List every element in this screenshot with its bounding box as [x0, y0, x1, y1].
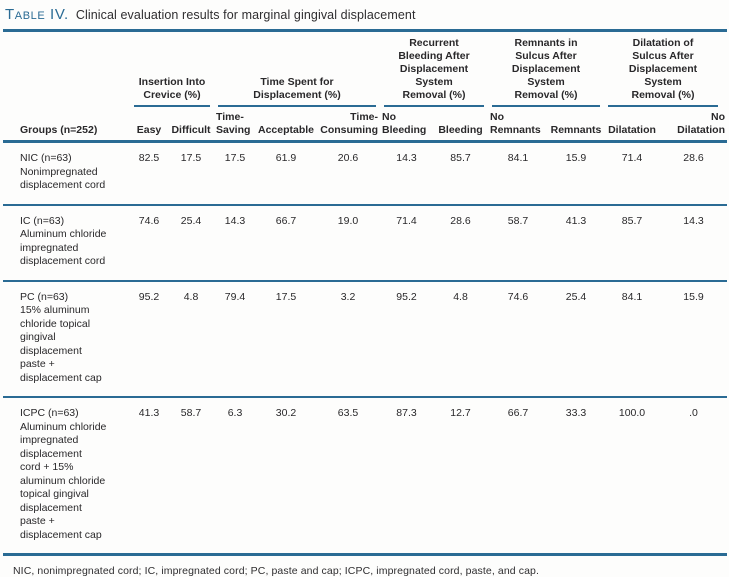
data-cell: 15.9 [660, 280, 727, 398]
data-cell: 85.7 [604, 204, 660, 282]
column-group-dilatation: Dilatation of Sulcus After Displacement … [604, 31, 727, 107]
column-header-difficult: Difficult [168, 107, 214, 143]
data-cell: 82.5 [130, 141, 168, 206]
table-footnote: NIC, nonimpregnated cord; IC, impregnate… [13, 565, 539, 577]
column-header-remnants: Remnants [548, 107, 604, 143]
data-cell: 30.2 [256, 397, 316, 556]
column-header-easy: Easy [130, 107, 168, 143]
column-header-no-bleeding: No Bleeding [380, 107, 433, 143]
data-cell: 87.3 [380, 397, 433, 556]
data-cell: 95.2 [380, 280, 433, 398]
column-group-recurrent-bleeding-label: Recurrent Bleeding After Displacement Sy… [384, 37, 484, 107]
data-cell: 3.2 [316, 280, 380, 398]
table-row-icpc: ICPC (n=63) Aluminum chloride impregnate… [3, 397, 727, 556]
data-cell: 17.5 [168, 141, 214, 206]
data-cell: 19.0 [316, 204, 380, 282]
data-cell: 28.6 [433, 204, 488, 282]
data-cell: 74.6 [488, 280, 548, 398]
group-cell: IC (n=63) Aluminum chloride impregnated … [3, 204, 130, 282]
data-cell: 66.7 [488, 397, 548, 556]
column-group-time-spent-label: Time Spent for Displacement (%) [218, 76, 376, 107]
data-cell: 66.7 [256, 204, 316, 282]
table-number-label: Table IV. [5, 6, 69, 23]
column-group-dilatation-label: Dilatation of Sulcus After Displacement … [608, 37, 718, 107]
column-header-no-dilatation: No Dilatation [660, 107, 727, 143]
table-caption: Clinical evaluation results for marginal… [75, 8, 416, 22]
data-cell: 4.8 [433, 280, 488, 398]
table-title: Table IV. Clinical evaluation results for… [3, 3, 727, 29]
data-cell: 84.1 [488, 141, 548, 206]
clinical-results-table: Groups (n=252) Insertion Into Crevice (%… [3, 29, 727, 556]
column-header-bleeding: Bleeding [433, 107, 488, 143]
data-cell: 25.4 [548, 280, 604, 398]
column-header-dilatation: Dilatation [604, 107, 660, 143]
data-cell: 71.4 [604, 141, 660, 206]
data-cell: 17.5 [256, 280, 316, 398]
data-cell: 28.6 [660, 141, 727, 206]
data-cell: 4.8 [168, 280, 214, 398]
column-group-recurrent-bleeding: Recurrent Bleeding After Displacement Sy… [380, 31, 488, 107]
column-header-acceptable: Acceptable [256, 107, 316, 143]
data-cell: 79.4 [214, 280, 256, 398]
table-row-nic: NIC (n=63) Nonimpregnated displacement c… [3, 141, 727, 206]
column-header-time-saving: Time- Saving [214, 107, 256, 143]
data-cell: 95.2 [130, 280, 168, 398]
data-cell: 15.9 [548, 141, 604, 206]
column-group-remnants: Remnants in Sulcus After Displacement Sy… [488, 31, 604, 107]
data-cell: 63.5 [316, 397, 380, 556]
data-cell: 6.3 [214, 397, 256, 556]
column-group-insertion-label: Insertion Into Crevice (%) [134, 76, 210, 107]
table-row-ic: IC (n=63) Aluminum chloride impregnated … [3, 204, 727, 282]
column-group-remnants-label: Remnants in Sulcus After Displacement Sy… [492, 37, 600, 107]
data-cell: 14.3 [214, 204, 256, 282]
table-row-pc: PC (n=63) 15% aluminum chloride topical … [3, 280, 727, 398]
data-cell: 41.3 [130, 397, 168, 556]
data-cell: 25.4 [168, 204, 214, 282]
data-cell: 12.7 [433, 397, 488, 556]
column-header-time-consuming: Time- Consuming [316, 107, 380, 143]
data-cell: 20.6 [316, 141, 380, 206]
data-cell: 14.3 [380, 141, 433, 206]
data-cell: 85.7 [433, 141, 488, 206]
data-cell: 71.4 [380, 204, 433, 282]
column-group-time-spent: Time Spent for Displacement (%) [214, 31, 380, 107]
data-cell: 61.9 [256, 141, 316, 206]
data-cell: 41.3 [548, 204, 604, 282]
data-cell: 33.3 [548, 397, 604, 556]
column-header-groups: Groups (n=252) [3, 30, 130, 143]
column-group-insertion: Insertion Into Crevice (%) [130, 31, 214, 107]
data-cell: .0 [660, 397, 727, 556]
group-cell: NIC (n=63) Nonimpregnated displacement c… [3, 141, 130, 206]
data-cell: 84.1 [604, 280, 660, 398]
data-cell: 14.3 [660, 204, 727, 282]
data-cell: 74.6 [130, 204, 168, 282]
data-cell: 58.7 [488, 204, 548, 282]
group-cell: ICPC (n=63) Aluminum chloride impregnate… [3, 397, 130, 556]
data-cell: 17.5 [214, 141, 256, 206]
group-cell: PC (n=63) 15% aluminum chloride topical … [3, 280, 130, 398]
data-cell: 58.7 [168, 397, 214, 556]
data-cell: 100.0 [604, 397, 660, 556]
column-header-no-remnants: No Remnants [488, 107, 548, 143]
